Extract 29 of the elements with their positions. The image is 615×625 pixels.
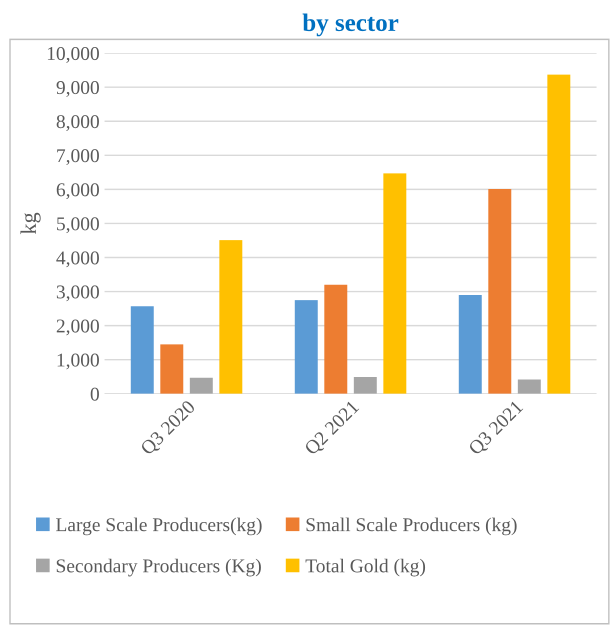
bar [324,284,348,394]
bar [160,344,184,394]
y-tick-label: 4,000 [56,251,99,268]
bar [219,240,242,394]
legend-label: Total Gold (kg) [306,558,426,576]
bar [130,306,154,394]
bar [354,377,377,394]
y-tick-label: 8,000 [56,115,99,131]
y-tick-label: 0 [90,388,99,401]
y-tick-label: 5,000 [57,217,99,234]
y-tick-label: 10,000 [48,46,99,63]
bar [383,173,406,394]
bar [190,378,213,394]
bar [294,300,318,394]
y-axis-title: kg [20,212,41,234]
y-tick-label: 7,000 [57,149,99,166]
y-tick-label: 3,000 [56,285,99,302]
y-tick-label: 1,000 [58,354,99,370]
chart-title: by sector [302,14,398,36]
bar [488,189,512,394]
y-tick-label: 9,000 [56,81,99,97]
legend-label: Large Scale Producers(kg) [56,518,262,536]
legend-label: Secondary Producers (Kg) [56,558,261,576]
bar [458,294,482,394]
legend-label: Small Scale Producers (kg) [306,518,517,536]
y-tick-label: 6,000 [56,183,99,200]
y-tick-label: 2,000 [56,319,99,336]
bar [518,379,541,394]
bar [547,74,570,394]
